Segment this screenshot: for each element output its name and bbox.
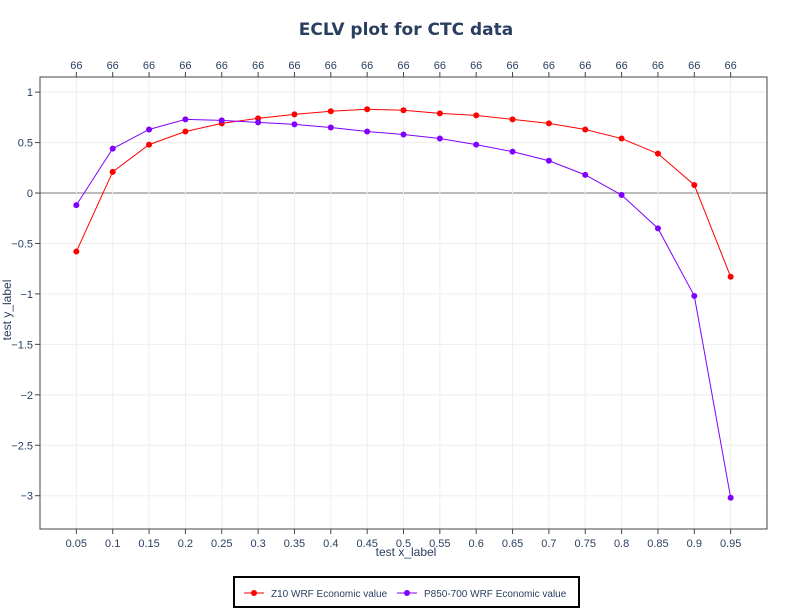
x-tick-label: 0.1 <box>105 538 120 550</box>
data-point-z10 <box>727 273 734 280</box>
y-tick-label: −2 <box>20 390 33 402</box>
data-point-p850 <box>727 494 734 501</box>
top-tick-label: 66 <box>397 60 409 72</box>
x-tick-label: 0.05 <box>66 538 87 550</box>
grid-lines <box>40 77 767 529</box>
x-tick-label: 0.65 <box>502 538 523 550</box>
data-point-p850 <box>545 157 552 164</box>
data-point-p850 <box>618 192 625 199</box>
data-point-p850 <box>364 128 371 135</box>
top-tick-label: 66 <box>361 60 373 72</box>
x-tick-label: 0.35 <box>284 538 305 550</box>
data-point-p850 <box>255 119 262 126</box>
top-tick-label: 66 <box>652 60 664 72</box>
data-point-p850 <box>654 225 661 232</box>
data-point-z10 <box>291 111 298 118</box>
top-tick-label: 66 <box>216 60 228 72</box>
top-tick-label: 66 <box>107 60 119 72</box>
x-tick-label: 0.85 <box>647 538 668 550</box>
data-point-p850 <box>73 202 80 209</box>
data-point-z10 <box>509 116 516 123</box>
data-point-p850 <box>182 116 189 123</box>
data-point-z10 <box>545 120 552 127</box>
data-point-z10 <box>582 126 589 133</box>
x-tick-label: 0.95 <box>720 538 741 550</box>
chart-title: ECLV plot for CTC data <box>299 20 513 40</box>
top-tick-label: 66 <box>70 60 82 72</box>
legend: Z10 WRF Economic value P850-700 WRF Econ… <box>233 576 580 608</box>
data-point-p850 <box>291 121 298 128</box>
data-point-z10 <box>473 112 480 119</box>
x-axis-ticks: 0.05 0.1 0.15 0.2 0.25 0.3 0.35 0.4 0.45 0.5 0.55 0… <box>66 529 741 550</box>
y-axis-title: test y_label <box>0 280 14 341</box>
top-tick-label: 66 <box>688 60 700 72</box>
y-axis-ticks: 1 0.5 0 −0.5 −1 −1.5 −2 −2.5 −3 <box>11 87 40 503</box>
data-point-p850 <box>146 126 153 133</box>
y-tick-label: 0.5 <box>18 138 33 150</box>
top-tick-label: 66 <box>543 60 555 72</box>
data-point-z10 <box>400 107 407 114</box>
x-tick-label: 0.5 <box>396 538 411 550</box>
data-point-p850 <box>400 131 407 138</box>
x-tick-label: 0.25 <box>211 538 232 550</box>
top-tick-label: 66 <box>143 60 155 72</box>
top-tick-label: 66 <box>179 60 191 72</box>
y-tick-label: −0.5 <box>11 238 33 250</box>
legend-label-z10: Z10 WRF Economic value <box>271 589 388 600</box>
data-point-z10 <box>182 128 189 135</box>
y-tick-label: 1 <box>27 87 33 99</box>
legend-marker-z10 <box>251 590 257 596</box>
top-tick-label: 66 <box>434 60 446 72</box>
legend-label-p850: P850-700 WRF Economic value <box>424 589 567 600</box>
data-point-p850 <box>436 135 443 142</box>
y-tick-label: −3 <box>20 491 33 503</box>
data-point-p850 <box>582 171 589 178</box>
data-point-z10 <box>436 110 443 117</box>
y-tick-label: −2.5 <box>11 440 33 452</box>
series-group <box>73 106 734 501</box>
data-point-z10 <box>364 106 371 113</box>
top-axis-ticks: 66 66 66 66 66 66 66 66 66 66 66 66 66 66 66 66 66 66 66 <box>70 60 737 77</box>
data-point-p850 <box>327 124 334 131</box>
top-tick-label: 66 <box>725 60 737 72</box>
x-tick-label: 0.6 <box>469 538 484 550</box>
x-axis-title: test x_label <box>376 545 437 559</box>
top-tick-label: 66 <box>579 60 591 72</box>
data-point-z10 <box>654 150 661 157</box>
top-tick-label: 66 <box>615 60 627 72</box>
top-tick-label: 66 <box>288 60 300 72</box>
y-tick-label: −1.5 <box>11 339 33 351</box>
x-tick-label: 0.45 <box>356 538 377 550</box>
data-point-z10 <box>146 141 153 148</box>
x-tick-label: 0.15 <box>138 538 159 550</box>
data-point-p850 <box>691 292 698 299</box>
top-tick-label: 66 <box>325 60 337 72</box>
y-tick-label: −1 <box>20 289 33 301</box>
data-point-p850 <box>218 117 225 124</box>
data-point-z10 <box>109 168 116 175</box>
data-point-z10 <box>327 108 334 115</box>
data-point-z10 <box>691 181 698 188</box>
data-point-p850 <box>473 141 480 148</box>
x-tick-label: 0.7 <box>541 538 556 550</box>
x-tick-label: 0.3 <box>250 538 265 550</box>
y-tick-label: 0 <box>27 188 33 200</box>
x-tick-label: 0.9 <box>687 538 702 550</box>
data-point-z10 <box>73 248 80 255</box>
x-tick-label: 0.55 <box>429 538 450 550</box>
data-point-p850 <box>509 148 516 155</box>
legend-marker-p850 <box>404 590 410 596</box>
top-tick-label: 66 <box>252 60 264 72</box>
data-point-z10 <box>618 135 625 142</box>
top-tick-label: 66 <box>470 60 482 72</box>
x-tick-label: 0.2 <box>178 538 193 550</box>
x-tick-label: 0.8 <box>614 538 629 550</box>
top-tick-label: 66 <box>506 60 518 72</box>
data-point-p850 <box>109 145 116 152</box>
x-tick-label: 0.4 <box>323 538 338 550</box>
x-tick-label: 0.75 <box>575 538 596 550</box>
